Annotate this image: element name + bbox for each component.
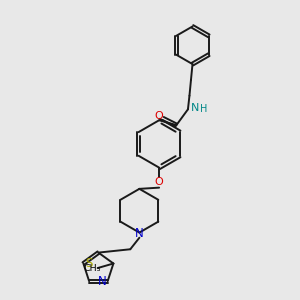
Text: H: H	[200, 104, 207, 114]
Text: O: O	[154, 111, 163, 121]
Text: CH₃: CH₃	[83, 265, 101, 274]
Text: N: N	[190, 103, 199, 113]
Text: S: S	[85, 257, 92, 270]
Text: N: N	[98, 275, 106, 288]
Text: N: N	[135, 227, 143, 240]
Text: O: O	[155, 178, 164, 188]
